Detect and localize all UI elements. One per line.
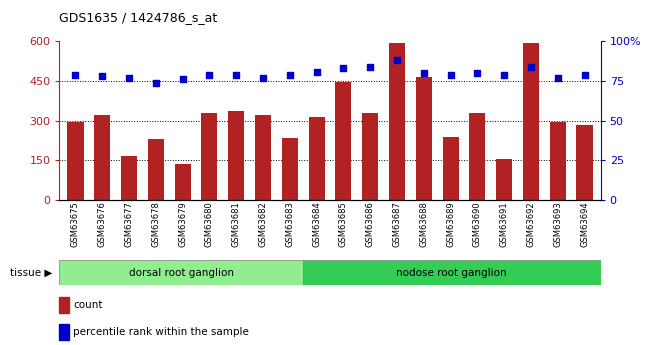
Bar [335, 82, 351, 200]
Point [418, 70, 429, 76]
Point [472, 70, 482, 76]
Point [499, 72, 510, 78]
Point [552, 75, 563, 81]
Bar [389, 43, 405, 200]
Point [124, 75, 135, 81]
Point [178, 77, 188, 82]
Bar [201, 113, 218, 200]
Bar [550, 122, 566, 200]
Text: tissue ▶: tissue ▶ [11, 268, 53, 277]
Point [312, 69, 322, 74]
Bar [121, 156, 137, 200]
Bar [303, 260, 601, 285]
Bar [496, 159, 512, 200]
Point [391, 58, 402, 63]
Point [446, 72, 456, 78]
Point [150, 80, 161, 86]
Text: GDS1635 / 1424786_s_at: GDS1635 / 1424786_s_at [59, 11, 218, 24]
Bar [282, 138, 298, 200]
Bar [576, 125, 593, 200]
Point [231, 72, 242, 78]
Point [70, 72, 81, 78]
Text: percentile rank within the sample: percentile rank within the sample [73, 327, 249, 337]
Bar [309, 117, 325, 200]
Bar [148, 139, 164, 200]
Bar [255, 116, 271, 200]
Point [338, 66, 348, 71]
Point [365, 64, 376, 70]
Bar [416, 77, 432, 200]
Bar [59, 297, 69, 313]
Bar [175, 164, 191, 200]
Text: count: count [73, 300, 103, 310]
Bar [442, 137, 459, 200]
Text: nodose root ganglion: nodose root ganglion [397, 268, 507, 277]
Bar [523, 43, 539, 200]
Point [204, 72, 214, 78]
Bar [59, 324, 69, 339]
Bar [59, 260, 303, 285]
Bar [67, 122, 84, 200]
Point [97, 73, 108, 79]
Bar [362, 113, 378, 200]
Text: dorsal root ganglion: dorsal root ganglion [129, 268, 234, 277]
Point [258, 75, 269, 81]
Bar [94, 116, 110, 200]
Point [284, 72, 295, 78]
Bar [228, 111, 244, 200]
Bar [469, 113, 485, 200]
Point [525, 64, 536, 70]
Point [579, 72, 590, 78]
